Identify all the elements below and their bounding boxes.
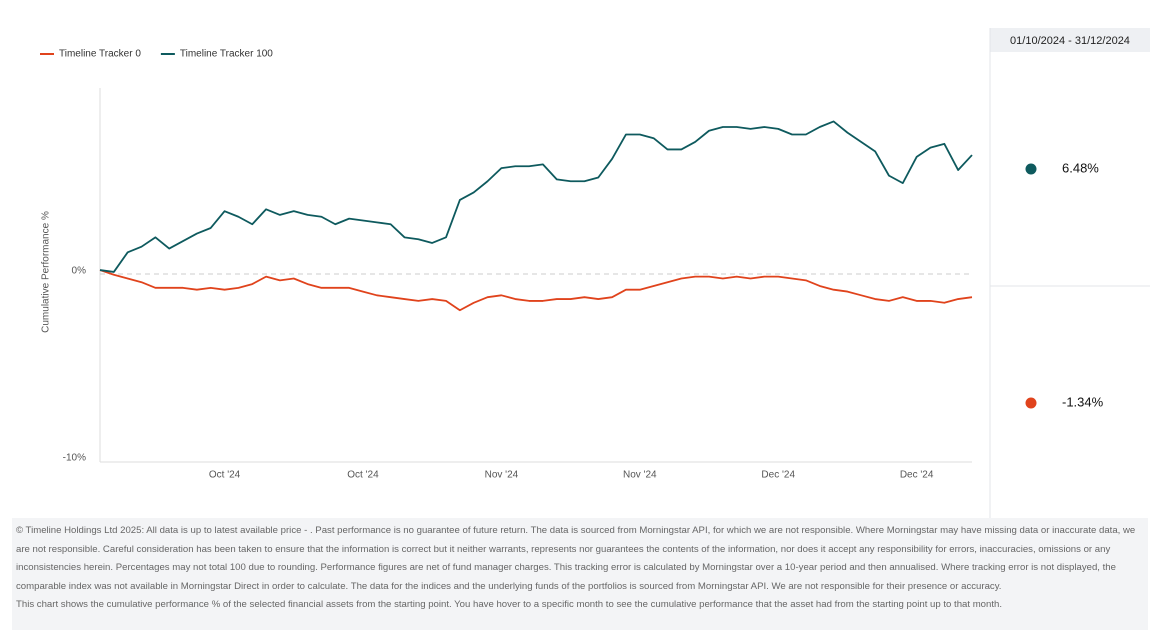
y-tick-label: -10% [63,453,86,464]
x-tick-label: Oct '24 [347,470,379,481]
chart: 01/10/2024 - 31/12/2024 Cumulative Perfo… [40,28,1150,518]
chart-note: This chart shows the cumulative performa… [16,599,1003,610]
disclaimer: © Timeline Holdings Ltd 2025: All data i… [16,525,1136,592]
x-tick-label: Nov '24 [623,470,657,481]
panel-header [990,28,1150,52]
x-tick-label: Dec '24 [900,470,934,481]
series-line [99,269,973,312]
panel-dot [1025,397,1037,409]
y-tick-label: 0% [72,266,87,277]
legend-label: Timeline Tracker 100 [180,49,273,60]
series-line [99,120,973,273]
panel-value: -1.34% [1062,394,1104,409]
legend-label: Timeline Tracker 0 [59,49,141,60]
x-tick-label: Nov '24 [485,470,519,481]
y-axis-label: Cumulative Performance % [41,211,52,333]
x-tick-label: Dec '24 [761,470,795,481]
panel-value: 6.48% [1062,160,1099,175]
panel-dot [1025,163,1037,175]
footer: © Timeline Holdings Ltd 2025: All data i… [12,518,1148,630]
panel-period: 01/10/2024 - 31/12/2024 [1010,35,1130,47]
x-tick-label: Oct '24 [209,470,241,481]
